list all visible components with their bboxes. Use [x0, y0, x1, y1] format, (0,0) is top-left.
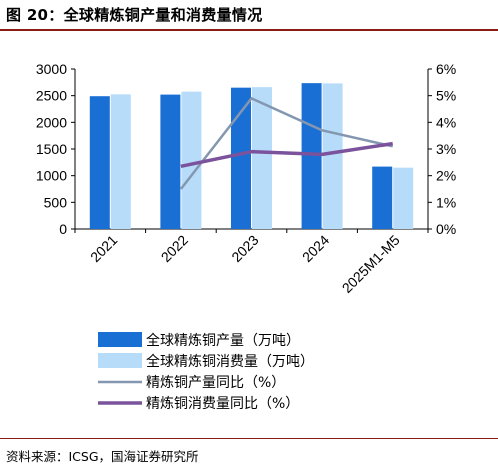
legend-label: 全球精炼铜消费量（万吨）	[146, 353, 314, 370]
y-left-tick-label: 2500	[36, 88, 67, 104]
y-left-tick-label: 2000	[36, 114, 67, 130]
consumption-yoy-line	[180, 141, 393, 169]
plot-area: 0 500 1000 1500 2000 2500 3000 0% 1% 2% 3% 4% 5% 6% 20…	[36, 61, 456, 296]
consumption-bar	[393, 167, 414, 229]
y-right-tick-label: 5%	[436, 88, 456, 104]
y-left-tick-label: 1500	[36, 141, 67, 157]
consumption-bar	[110, 94, 131, 229]
y-right-tick-label: 3%	[436, 141, 456, 157]
y-left-tick-label: 3000	[36, 61, 67, 77]
production-yoy-line	[179, 97, 393, 190]
y-right-tick-label: 4%	[436, 114, 456, 130]
figure-title: 图 20：全球精炼铜产量和消费量情况	[6, 6, 263, 24]
x-tick-label: 2022	[158, 232, 191, 265]
production-bar	[231, 87, 251, 230]
y-left-tick-label: 1000	[36, 168, 67, 184]
legend-swatch	[98, 353, 142, 368]
consumption-bar	[181, 91, 202, 230]
y-left-tick-label: 0	[59, 221, 67, 237]
source-divider	[0, 438, 498, 439]
legend-label: 精炼铜消费量同比（%）	[146, 396, 299, 412]
production-bar	[301, 83, 322, 229]
consumption-bar	[322, 83, 343, 230]
title-divider	[0, 29, 498, 31]
production-bar	[89, 96, 110, 229]
consumption-bar	[252, 87, 272, 229]
y-right-tick-label: 6%	[436, 61, 456, 77]
x-tick-label: 2023	[228, 232, 261, 265]
x-tick-label: 2024	[299, 232, 332, 265]
production-bar	[160, 94, 181, 229]
legend-label: 全球精炼铜产量（万吨）	[146, 332, 300, 349]
production-bar	[372, 166, 393, 229]
legend-swatch	[98, 332, 142, 347]
y-left-tick-label: 500	[44, 194, 68, 210]
y-right-tick-label: 1%	[436, 194, 456, 210]
source-note: 资料来源：ICSG，国海证券研究所	[6, 449, 199, 464]
x-tick-label: 2021	[87, 232, 120, 265]
legend-label: 精炼铜产量同比（%）	[146, 375, 285, 391]
legend: 全球精炼铜产量（万吨） 全球精炼铜消费量（万吨） 精炼铜产量同比（%） 精炼铜消费量同…	[98, 332, 314, 412]
y-right-tick-label: 2%	[436, 168, 456, 184]
x-tick-label: 2025M1-M5	[339, 232, 403, 296]
y-right-tick-label: 0%	[436, 221, 456, 237]
